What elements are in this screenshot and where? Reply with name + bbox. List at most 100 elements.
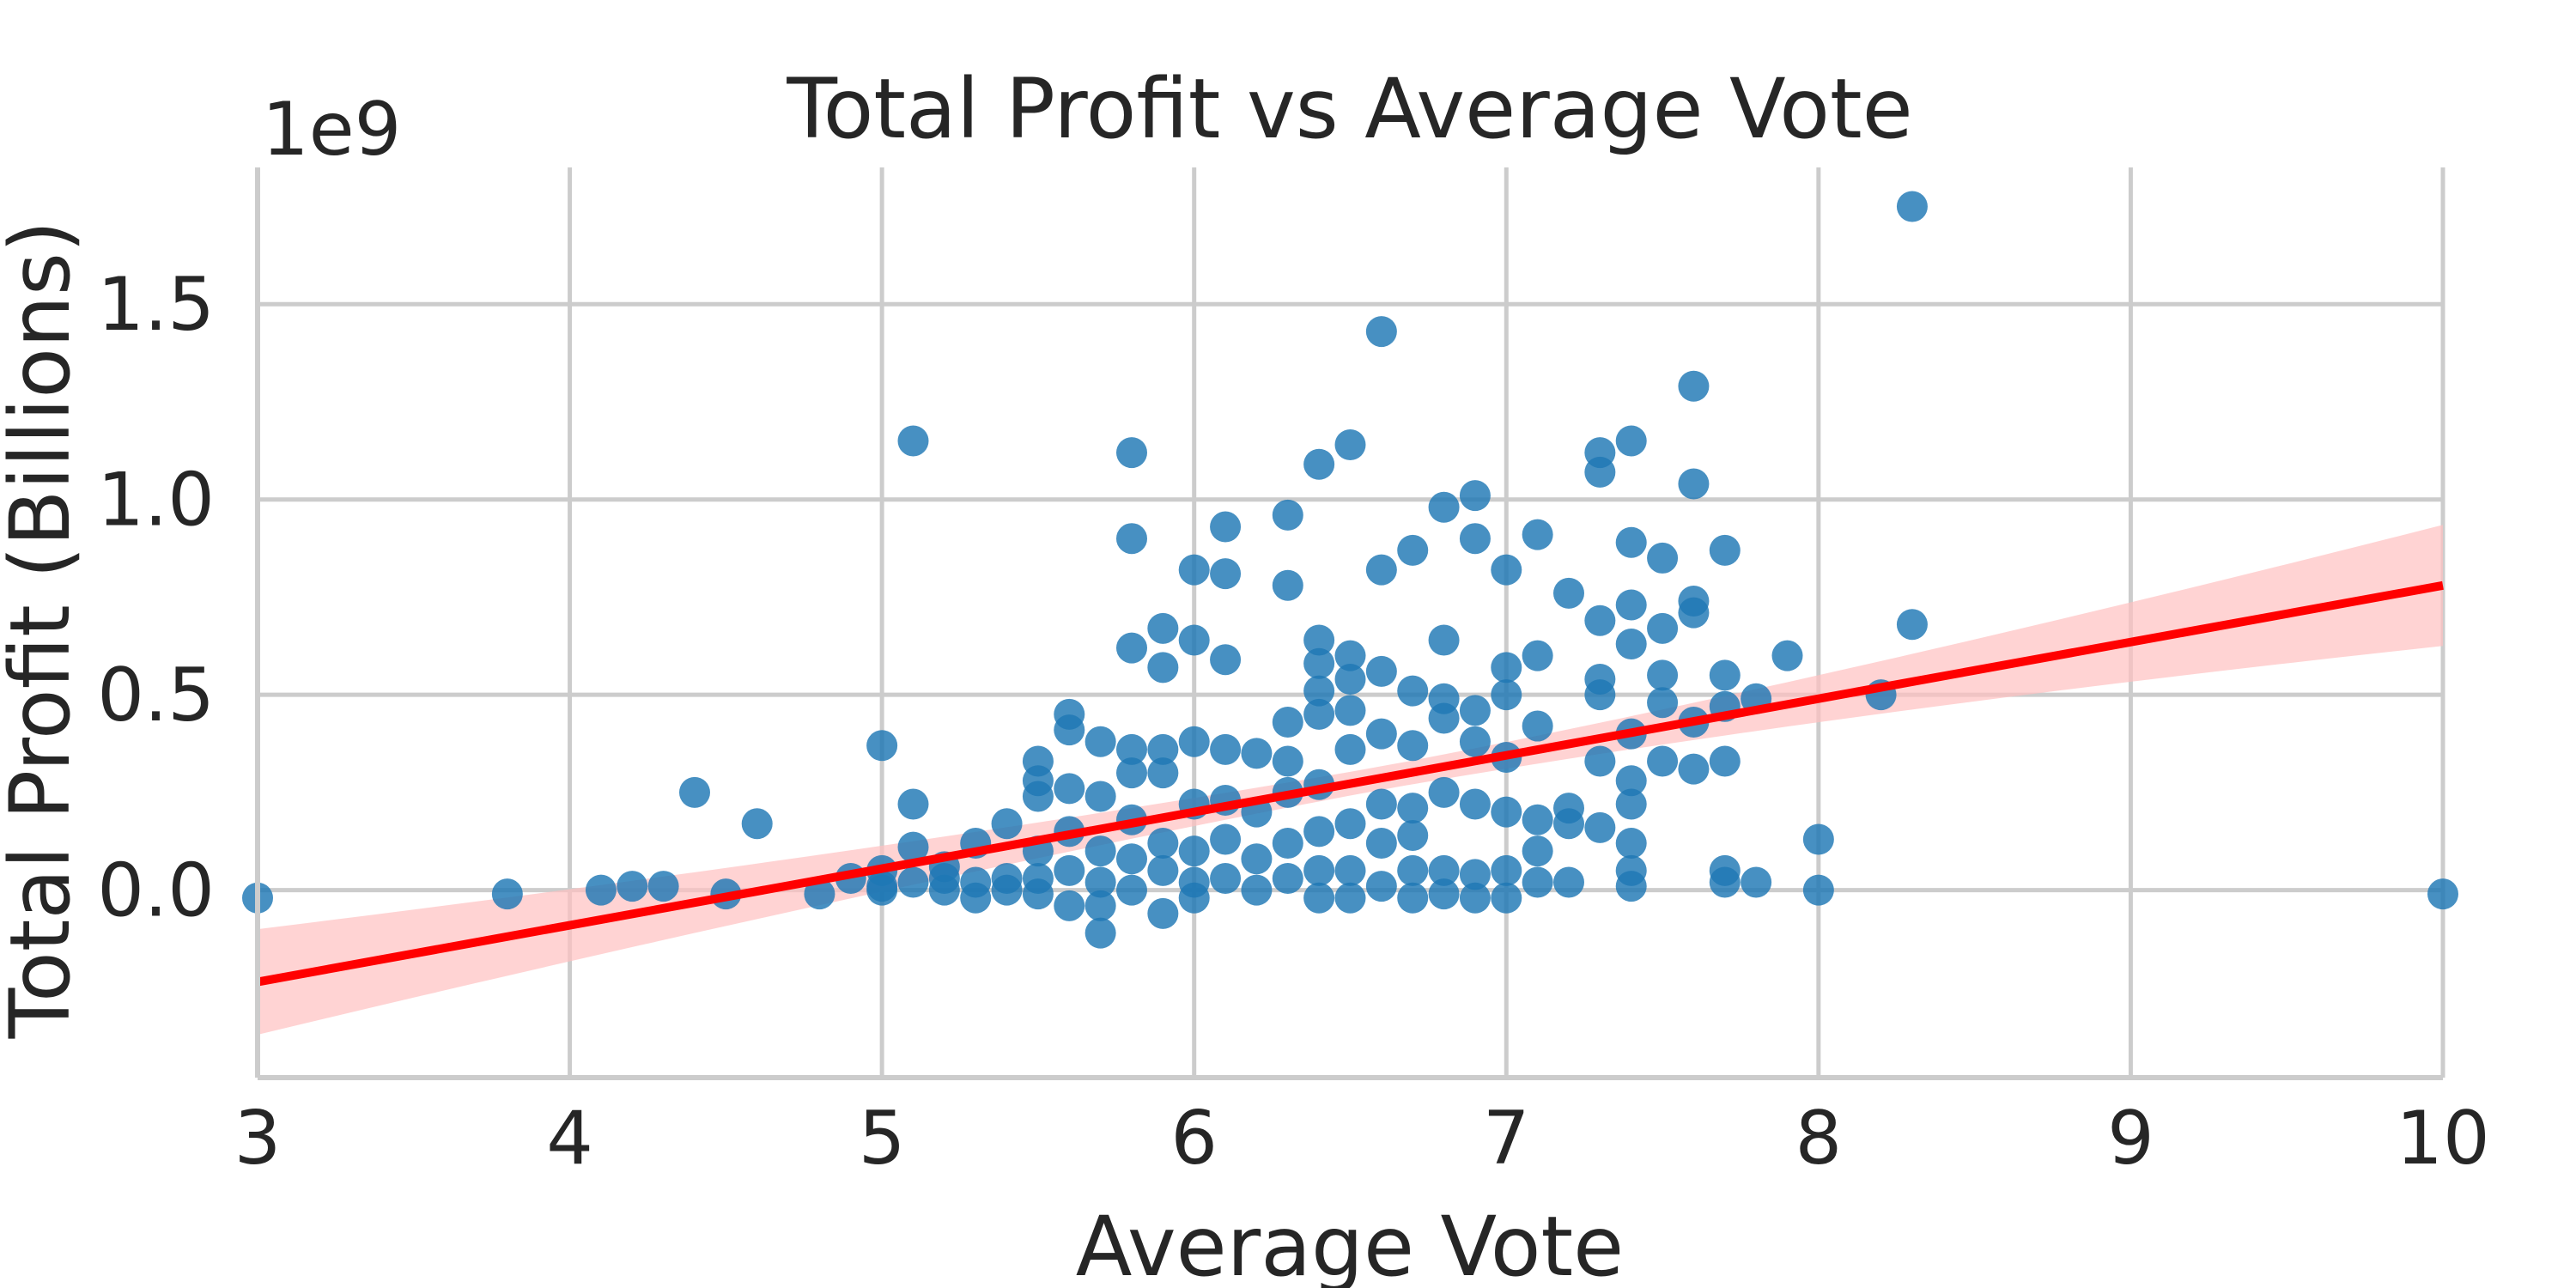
- data-point: [1397, 793, 1429, 824]
- data-point: [1741, 866, 1772, 898]
- data-point: [928, 862, 960, 894]
- data-point: [1491, 796, 1522, 828]
- data-point: [1303, 882, 1335, 914]
- data-point: [1491, 679, 1522, 711]
- data-point: [1334, 733, 1366, 765]
- data-point: [585, 874, 617, 906]
- data-point: [1084, 726, 1116, 757]
- x-tick-label: 5: [859, 1096, 906, 1182]
- data-point: [1584, 456, 1616, 488]
- x-tick-label: 8: [1795, 1096, 1842, 1182]
- data-point: [1428, 702, 1460, 734]
- data-point: [1241, 874, 1273, 906]
- data-point: [1272, 707, 1303, 738]
- data-point: [1522, 519, 1553, 550]
- data-point: [1272, 828, 1303, 860]
- data-point: [897, 788, 929, 820]
- data-point: [897, 866, 929, 898]
- tick-labels: 3 4 5 6 7 8 9 10 0.0 0.5 1.0 1.5: [97, 262, 2490, 1182]
- data-point: [1522, 866, 1553, 898]
- data-point: [1084, 866, 1116, 898]
- data-point: [897, 831, 929, 863]
- data-point: [1334, 640, 1366, 671]
- data-point: [1615, 526, 1647, 558]
- data-point: [1584, 605, 1616, 636]
- y-offset-label: 1e9: [262, 87, 401, 173]
- data-point: [1615, 788, 1647, 820]
- data-point: [1334, 854, 1366, 886]
- data-point: [1397, 882, 1429, 914]
- x-tick-label: 7: [1483, 1096, 1530, 1182]
- data-point: [1365, 718, 1397, 750]
- data-point: [1210, 823, 1242, 855]
- data-point: [1678, 753, 1710, 785]
- data-point: [1303, 624, 1335, 656]
- data-point: [960, 882, 992, 914]
- data-point: [1428, 854, 1460, 886]
- data-point: [1272, 499, 1303, 531]
- data-point: [1522, 804, 1553, 835]
- data-point: [1896, 609, 1928, 641]
- data-point: [1491, 554, 1522, 586]
- data-point: [1210, 733, 1242, 765]
- x-axis-label: Average Vote: [1076, 1199, 1624, 1288]
- x-tick-label: 6: [1170, 1096, 1218, 1182]
- data-point: [1147, 854, 1179, 886]
- data-point: [1397, 534, 1429, 566]
- data-point: [1147, 897, 1179, 929]
- data-point: [1771, 640, 1803, 671]
- data-point: [866, 730, 898, 762]
- data-point: [1553, 577, 1584, 609]
- data-point: [1615, 828, 1647, 860]
- data-point: [1303, 647, 1335, 679]
- data-point: [1802, 823, 1834, 855]
- data-point: [1334, 882, 1366, 914]
- data-point: [1397, 675, 1429, 707]
- x-tick-label: 10: [2396, 1096, 2489, 1182]
- data-point: [1459, 859, 1491, 890]
- data-point: [1397, 854, 1429, 886]
- data-point: [1459, 695, 1491, 726]
- x-tick-label: 3: [234, 1096, 282, 1182]
- axes: [255, 167, 2443, 1080]
- data-point: [1365, 788, 1397, 820]
- data-point: [1241, 843, 1273, 875]
- y-tick-label: 1.5: [97, 262, 215, 348]
- data-point: [1303, 816, 1335, 848]
- data-point: [1210, 862, 1242, 894]
- data-point: [1334, 695, 1366, 726]
- data-point: [1709, 866, 1741, 898]
- y-tick-label: 0.5: [97, 653, 215, 738]
- data-point: [1210, 511, 1242, 543]
- data-point: [1491, 652, 1522, 683]
- data-point: [1084, 917, 1116, 949]
- x-tick-label: 9: [2107, 1096, 2154, 1182]
- data-point: [1147, 612, 1179, 644]
- data-point: [1428, 624, 1460, 656]
- data-point: [1303, 675, 1335, 707]
- data-point: [1210, 644, 1242, 676]
- data-point: [1459, 882, 1491, 914]
- data-point: [991, 808, 1023, 840]
- data-point: [1365, 871, 1397, 902]
- data-point: [1647, 687, 1679, 719]
- data-point: [1116, 733, 1147, 765]
- data-point: [804, 878, 835, 910]
- data-point: [1553, 866, 1584, 898]
- data-point: [1459, 788, 1491, 820]
- y-tick-label: 1.0: [97, 458, 215, 544]
- data-point: [1303, 854, 1335, 886]
- data-point: [1647, 612, 1679, 644]
- data-point: [1615, 871, 1647, 902]
- data-point: [1553, 808, 1584, 840]
- data-point: [1272, 862, 1303, 894]
- data-point: [1365, 554, 1397, 586]
- data-point: [1678, 597, 1710, 629]
- data-point: [1116, 843, 1147, 875]
- data-point: [1334, 808, 1366, 840]
- data-point: [866, 874, 898, 906]
- data-point: [1397, 819, 1429, 851]
- data-point: [1459, 523, 1491, 555]
- data-point: [1615, 629, 1647, 660]
- data-point: [1178, 624, 1210, 656]
